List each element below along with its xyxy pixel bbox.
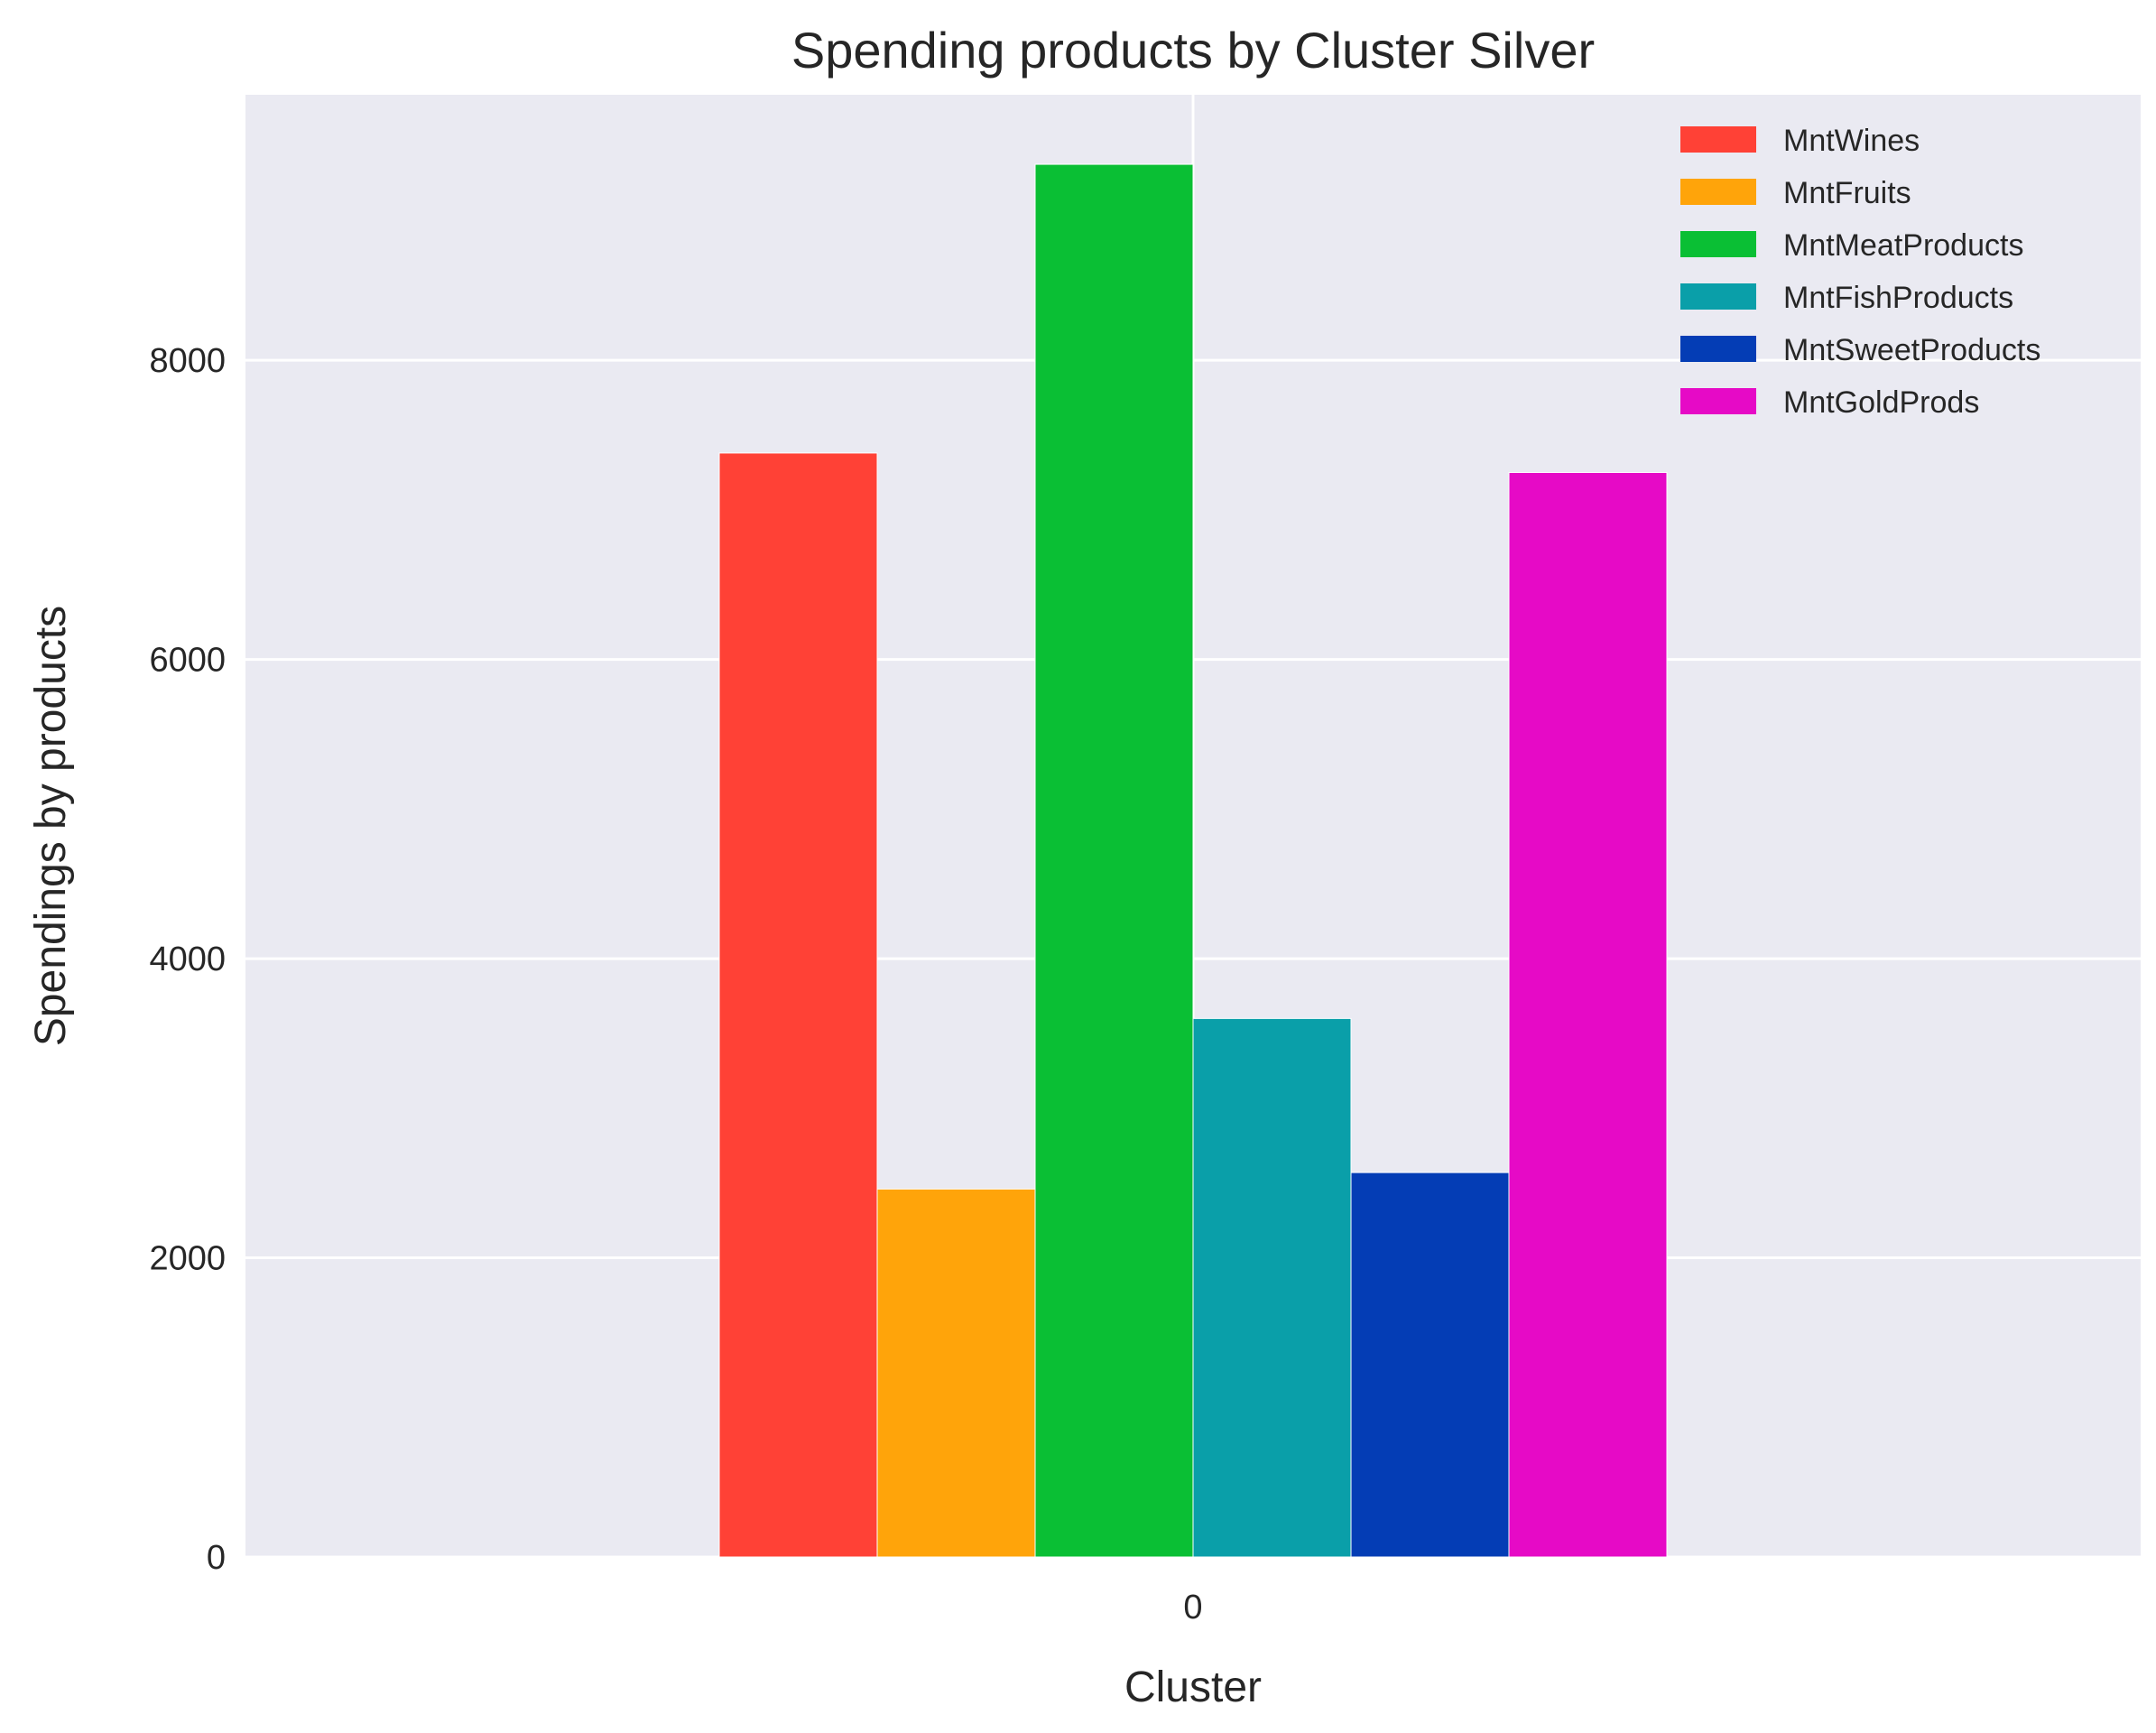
bar-mntmeatproducts bbox=[1034, 163, 1194, 1558]
legend-label-mntsweetproducts: MntSweetProducts bbox=[1783, 333, 2040, 367]
y-tick-label: 4000 bbox=[149, 941, 226, 978]
bar-mntgoldprods bbox=[1508, 471, 1668, 1558]
bar-mntwines bbox=[718, 452, 878, 1558]
y-axis-ticks: 0 2000 4000 6000 8000 bbox=[149, 342, 226, 1577]
legend: MntWines MntFruits MntMeatProducts MntFishP… bbox=[1680, 124, 2040, 420]
legend-label-mntmeatproducts: MntMeatProducts bbox=[1783, 228, 2023, 263]
y-tick-label: 6000 bbox=[149, 642, 226, 680]
bars bbox=[718, 163, 1668, 1558]
legend-swatch-mntsweetproducts bbox=[1680, 336, 1756, 362]
y-tick-label: 0 bbox=[207, 1539, 226, 1577]
x-tick-label: 0 bbox=[1183, 1589, 1202, 1626]
legend-swatch-mntfishproducts bbox=[1680, 283, 1756, 310]
y-tick-label: 2000 bbox=[149, 1240, 226, 1278]
legend-swatch-mntfruits bbox=[1680, 179, 1756, 205]
legend-label-mntwines: MntWines bbox=[1783, 124, 1920, 158]
y-tick-label: 8000 bbox=[149, 342, 226, 380]
y-axis-label: Spendings by products bbox=[27, 606, 75, 1046]
bar-mntsweetproducts bbox=[1350, 1172, 1510, 1558]
x-axis-label: Cluster bbox=[1124, 1663, 1262, 1711]
chart-title: Spending products by Cluster Silver bbox=[791, 22, 1595, 79]
x-axis-ticks: 0 bbox=[1183, 1589, 1202, 1626]
legend-swatch-mntgoldprods bbox=[1680, 388, 1756, 414]
bar-mntfishproducts bbox=[1192, 1017, 1352, 1558]
legend-swatch-mntmeatproducts bbox=[1680, 231, 1756, 257]
bar-mntfruits bbox=[876, 1188, 1036, 1558]
legend-swatch-mntwines bbox=[1680, 126, 1756, 153]
legend-label-mntfishproducts: MntFishProducts bbox=[1783, 281, 2013, 315]
legend-label-mntfruits: MntFruits bbox=[1783, 176, 1911, 210]
legend-label-mntgoldprods: MntGoldProds bbox=[1783, 385, 1979, 420]
